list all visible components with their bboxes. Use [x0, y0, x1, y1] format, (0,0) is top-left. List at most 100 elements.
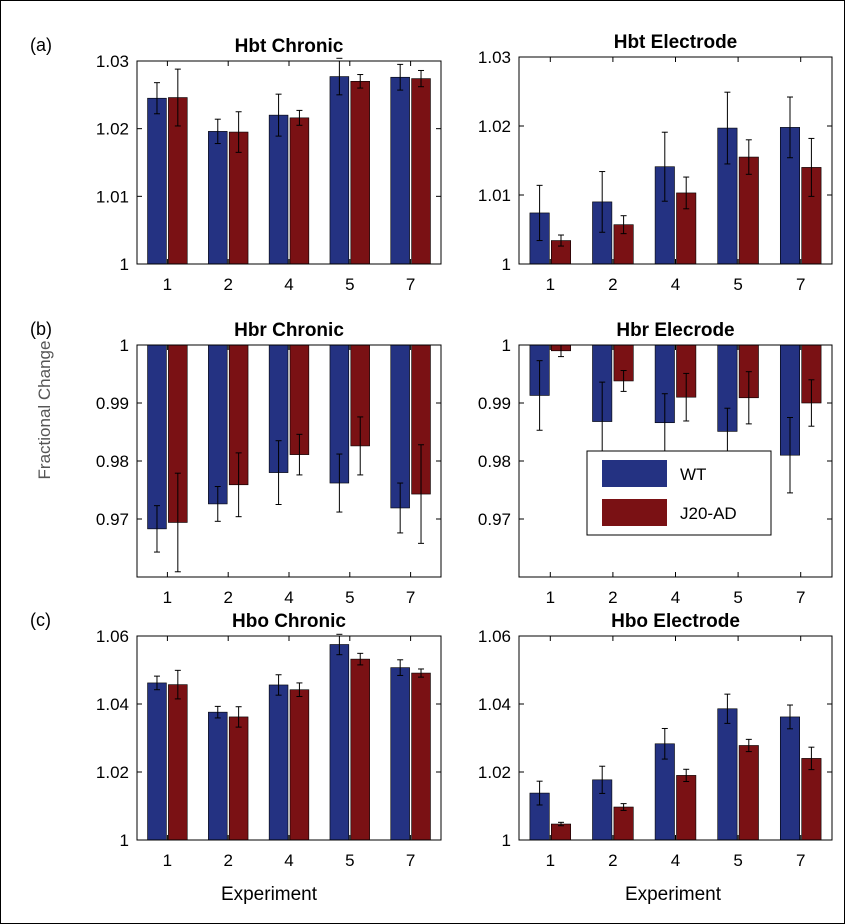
legend-label-j20: J20-AD — [680, 504, 737, 523]
y-tick-label: 1.02 — [96, 120, 129, 139]
bar-wt-5 — [329, 76, 350, 265]
error-bar-wt-4 — [275, 674, 282, 696]
error-bar-j20-4 — [296, 433, 303, 476]
x-tick-label: 7 — [796, 851, 805, 870]
error-bar-j20-4 — [296, 109, 303, 126]
error-bar-wt-2 — [214, 486, 221, 522]
error-bar-wt-7 — [397, 63, 404, 91]
error-bar-wt-5 — [336, 633, 343, 656]
x-tick-label: 5 — [345, 851, 354, 870]
bar-j20-1 — [168, 684, 188, 841]
legend-swatch-j20 — [602, 499, 667, 526]
bar-wt-2 — [208, 344, 228, 505]
x-tick-label: 5 — [733, 851, 742, 870]
panel-title: Hbo Chronic — [232, 611, 346, 632]
error-bar-wt-1 — [536, 184, 543, 242]
x-tick-label: 5 — [345, 588, 354, 607]
x-tick-label: 5 — [733, 588, 742, 607]
y-tick-label: 1.04 — [96, 695, 129, 714]
error-bar-j20-5 — [357, 652, 364, 666]
x-tick-label: 1 — [163, 851, 172, 870]
y-tick-label: 1.03 — [478, 48, 511, 67]
bar-wt-7 — [390, 76, 410, 265]
bar-j20-2 — [613, 806, 634, 841]
y-tick-label: 0.99 — [478, 394, 511, 413]
x-tick-label: 5 — [345, 275, 354, 294]
error-bar-wt-5 — [336, 57, 343, 96]
legend-label-wt: WT — [680, 465, 706, 484]
panel-title: Hbr Elecrode — [616, 320, 734, 341]
error-bar-wt-2 — [214, 118, 221, 145]
x-tick-label: 1 — [163, 588, 172, 607]
error-bar-j20-1 — [174, 669, 181, 700]
bar-j20-4 — [289, 689, 310, 841]
error-bar-j20-5 — [357, 416, 364, 476]
error-bar-j20-2 — [620, 803, 627, 811]
y-tick-label: 0.97 — [96, 510, 129, 529]
y-tick-label: 0.98 — [96, 452, 129, 471]
error-bar-wt-4 — [661, 131, 668, 202]
error-bar-wt-4 — [661, 727, 668, 760]
y-tick-label: 1.02 — [478, 117, 511, 136]
y-tick-label: 1.06 — [478, 627, 511, 646]
x-tick-label: 4 — [284, 588, 293, 607]
x-tick-label: 1 — [163, 275, 172, 294]
panel-letter: (c) — [30, 610, 51, 630]
error-bar-wt-4 — [275, 93, 282, 137]
error-bar-j20-4 — [683, 372, 690, 422]
y-tick-label: 1 — [120, 336, 129, 355]
y-tick-label: 0.99 — [96, 394, 129, 413]
bar-j20-5 — [350, 658, 370, 841]
bar-j20-5 — [350, 81, 370, 265]
bar-wt-1 — [147, 97, 167, 265]
y-tick-label: 1 — [502, 831, 511, 850]
error-bar-wt-1 — [536, 780, 543, 806]
y-tick-label: 1 — [502, 336, 511, 355]
panel-5: 1 1.02 1.04 1.06 1 2 4 5 7 Hbo Chronic (c) — [30, 610, 442, 870]
x-tick-label: 1 — [546, 588, 555, 607]
x-tick-label: 2 — [608, 275, 617, 294]
error-bar-j20-7 — [808, 137, 815, 197]
bar-wt-7 — [390, 667, 410, 841]
y-tick-label: 1.02 — [478, 763, 511, 782]
error-bar-wt-4 — [275, 440, 282, 505]
x-axis-label-left: Experiment — [221, 884, 318, 905]
legend-swatch-wt — [602, 460, 667, 487]
error-bar-j20-5 — [745, 371, 752, 425]
bar-wt-1 — [147, 682, 167, 841]
x-tick-label: 7 — [796, 275, 805, 294]
error-bar-j20-7 — [808, 746, 815, 771]
bar-wt-2 — [208, 131, 228, 265]
panel-1: 1 1.01 1.02 1.03 1 2 4 5 7 Hbt Chronic (a) — [30, 35, 442, 294]
error-bar-wt-1 — [153, 82, 160, 115]
error-bar-j20-1 — [558, 234, 565, 247]
error-bar-j20-2 — [235, 452, 242, 518]
panel-6: 1 1.02 1.04 1.06 1 2 4 5 7 Hbo Electrode — [478, 611, 833, 870]
error-bar-j20-2 — [235, 111, 242, 153]
x-tick-label: 2 — [608, 851, 617, 870]
panel-title: Hbt Electrode — [614, 32, 738, 53]
error-bar-j20-1 — [558, 821, 565, 827]
panels: 1 1.01 1.02 1.03 1 2 4 5 7 Hbt Chronic (a) 1 1.01 1.0… — [30, 32, 833, 870]
bar-j20-4 — [289, 117, 310, 265]
bar-j20-2 — [228, 716, 249, 841]
error-bar-wt-5 — [336, 453, 343, 513]
bar-wt-5 — [329, 644, 350, 841]
panel-letter: (a) — [30, 35, 52, 55]
error-bar-wt-7 — [397, 659, 404, 676]
error-bar-wt-5 — [724, 91, 731, 165]
error-bar-j20-7 — [808, 379, 815, 427]
panel-2: 1 1.01 1.02 1.03 1 2 4 5 7 Hbt Electrode — [478, 32, 833, 294]
error-bar-j20-4 — [296, 682, 303, 698]
error-bar-j20-7 — [418, 668, 425, 678]
bar-j20-7 — [801, 758, 822, 841]
bar-j20-4 — [676, 775, 697, 841]
x-axis-label-right: Experiment — [625, 884, 722, 905]
x-tick-label: 4 — [671, 588, 680, 607]
y-tick-label: 1 — [120, 255, 129, 274]
bar-j20-5 — [738, 745, 759, 841]
x-tick-label: 1 — [546, 275, 555, 294]
error-bar-j20-1 — [174, 68, 181, 127]
error-bar-wt-7 — [786, 417, 793, 494]
